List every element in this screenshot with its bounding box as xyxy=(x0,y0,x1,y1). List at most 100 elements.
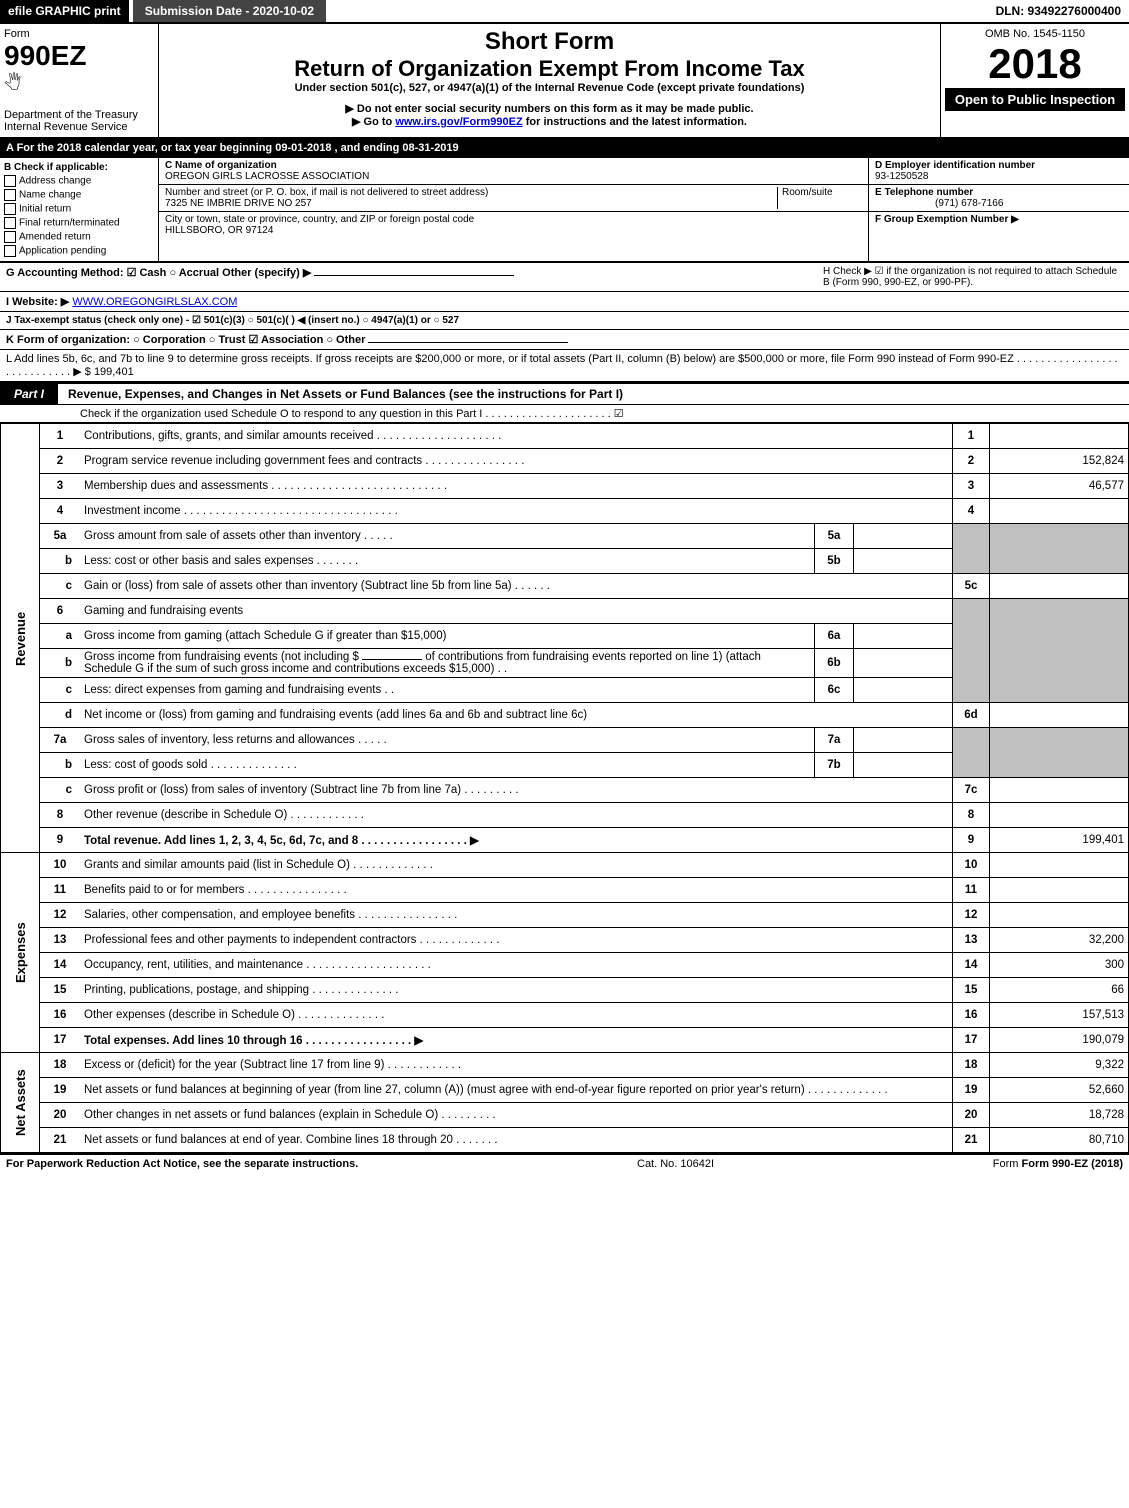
info-block: B Check if applicable: Address change Na… xyxy=(0,158,1129,263)
cb-final-return[interactable]: Final return/terminated xyxy=(4,217,154,229)
efile-label[interactable]: efile GRAPHIC print xyxy=(0,0,129,22)
top-bar: efile GRAPHIC print Submission Date - 20… xyxy=(0,0,1129,24)
open-public: Open to Public Inspection xyxy=(945,88,1125,111)
header-subtitle: Under section 501(c), 527, or 4947(a)(1)… xyxy=(163,82,936,94)
l7b-desc: Less: cost of goods sold . . . . . . . .… xyxy=(80,753,815,778)
l17-val: 190,079 xyxy=(990,1028,1129,1053)
l4-num: 4 xyxy=(40,499,81,524)
l6d-desc: Net income or (loss) from gaming and fun… xyxy=(80,703,953,728)
shade-7 xyxy=(953,728,990,778)
l9-val: 199,401 xyxy=(990,828,1129,853)
l6b-desc: Gross income from fundraising events (no… xyxy=(80,649,815,678)
l15-val: 66 xyxy=(990,978,1129,1003)
l7a-ival xyxy=(854,728,953,753)
l6c-ival xyxy=(854,678,953,703)
form-number: 990EZ xyxy=(4,40,154,72)
cb-address-change[interactable]: Address change xyxy=(4,175,154,187)
row-g-h: G Accounting Method: ☑ Cash ○ Accrual Ot… xyxy=(0,263,1129,292)
l6d-num: d xyxy=(40,703,81,728)
l21-desc: Net assets or fund balances at end of ye… xyxy=(80,1128,953,1153)
e-label: E Telephone number xyxy=(875,187,973,198)
shade-5 xyxy=(953,524,990,574)
l6c-ibox: 6c xyxy=(815,678,854,703)
l6-desc: Gaming and fundraising events xyxy=(80,599,953,624)
cb-amended-return[interactable]: Amended return xyxy=(4,231,154,243)
l12-num: 12 xyxy=(40,903,81,928)
l6-num: 6 xyxy=(40,599,81,624)
l7c-val xyxy=(990,778,1129,803)
row-l: L Add lines 5b, 6c, and 7b to line 9 to … xyxy=(0,350,1129,382)
l15-num: 15 xyxy=(40,978,81,1003)
page-footer: For Paperwork Reduction Act Notice, see … xyxy=(0,1153,1129,1173)
omb-number: OMB No. 1545-1150 xyxy=(945,28,1125,40)
part1-label: Part I xyxy=(0,384,58,404)
dln-label: DLN: 93492276000400 xyxy=(988,0,1129,22)
l6a-ibox: 6a xyxy=(815,624,854,649)
l2-desc: Program service revenue including govern… xyxy=(80,449,953,474)
l20-box: 20 xyxy=(953,1103,990,1128)
l-value: 199,401 xyxy=(94,366,134,378)
website-link[interactable]: WWW.OREGONGIRLSLAX.COM xyxy=(72,296,237,308)
side-expenses: Expenses xyxy=(1,853,40,1053)
l11-box: 11 xyxy=(953,878,990,903)
header-center: Short Form Return of Organization Exempt… xyxy=(159,24,940,137)
l7c-desc: Gross profit or (loss) from sales of inv… xyxy=(80,778,953,803)
l18-val: 9,322 xyxy=(990,1053,1129,1078)
l7c-box: 7c xyxy=(953,778,990,803)
header-left: Form 990EZ 🖑 Department of the Treasury … xyxy=(0,24,159,137)
period-begin: 09-01-2018 xyxy=(275,142,331,154)
cb-application-pending[interactable]: Application pending xyxy=(4,245,154,257)
l12-val xyxy=(990,903,1129,928)
l9-desc: Total revenue. Add lines 1, 2, 3, 4, 5c,… xyxy=(80,828,953,853)
l5c-box: 5c xyxy=(953,574,990,599)
right-info: D Employer identification number 93-1250… xyxy=(868,158,1129,261)
short-form-title: Short Form xyxy=(163,28,936,56)
org-city: HILLSBORO, OR 97124 xyxy=(165,225,273,236)
l1-num: 1 xyxy=(40,424,81,449)
l5a-num: 5a xyxy=(40,524,81,549)
cb-name-change[interactable]: Name change xyxy=(4,189,154,201)
l3-num: 3 xyxy=(40,474,81,499)
header-note2: ▶ Go to www.irs.gov/Form990EZ for instru… xyxy=(163,115,936,128)
shade-6v xyxy=(990,599,1129,703)
l5a-ibox: 5a xyxy=(815,524,854,549)
row-k: K Form of organization: ○ Corporation ○ … xyxy=(0,330,1129,350)
l7a-ibox: 7a xyxy=(815,728,854,753)
l10-num: 10 xyxy=(40,853,81,878)
l19-box: 19 xyxy=(953,1078,990,1103)
l7c-num: c xyxy=(40,778,81,803)
l-label: L Add lines 5b, 6c, and 7b to line 9 to … xyxy=(6,353,1118,378)
irs-label: Internal Revenue Service xyxy=(4,121,154,133)
l7b-ival xyxy=(854,753,953,778)
l1-box: 1 xyxy=(953,424,990,449)
l1-desc: Contributions, gifts, grants, and simila… xyxy=(80,424,953,449)
row-j: J Tax-exempt status (check only one) - ☑… xyxy=(0,312,1129,330)
footer-mid: Cat. No. 10642I xyxy=(637,1158,714,1170)
i-label: I Website: ▶ xyxy=(6,296,69,308)
l15-box: 15 xyxy=(953,978,990,1003)
l2-box: 2 xyxy=(953,449,990,474)
cb-initial-return[interactable]: Initial return xyxy=(4,203,154,215)
l6b-pre: Gross income from fundraising events (no… xyxy=(84,651,359,663)
l18-box: 18 xyxy=(953,1053,990,1078)
city-label: City or town, state or province, country… xyxy=(165,214,474,225)
l5b-num: b xyxy=(40,549,81,574)
l12-box: 12 xyxy=(953,903,990,928)
l10-desc: Grants and similar amounts paid (list in… xyxy=(80,853,953,878)
l19-desc: Net assets or fund balances at beginning… xyxy=(80,1078,953,1103)
l8-val xyxy=(990,803,1129,828)
irs-link[interactable]: www.irs.gov/Form990EZ xyxy=(395,116,522,128)
l6b-ibox: 6b xyxy=(815,649,854,678)
l16-box: 16 xyxy=(953,1003,990,1028)
footer-right-text: Form 990-EZ (2018) xyxy=(1022,1158,1123,1170)
l7b-ibox: 7b xyxy=(815,753,854,778)
l6a-desc: Gross income from gaming (attach Schedul… xyxy=(80,624,815,649)
shade-6 xyxy=(953,599,990,703)
addr-label: Number and street (or P. O. box, if mail… xyxy=(165,187,488,198)
l14-val: 300 xyxy=(990,953,1129,978)
phone-value: (971) 678-7166 xyxy=(875,198,1003,209)
l19-val: 52,660 xyxy=(990,1078,1129,1103)
period-row: A For the 2018 calendar year, or tax yea… xyxy=(0,139,1129,158)
l7a-desc: Gross sales of inventory, less returns a… xyxy=(80,728,815,753)
g-label: G Accounting Method: ☑ Cash ○ Accrual Ot… xyxy=(6,267,311,279)
